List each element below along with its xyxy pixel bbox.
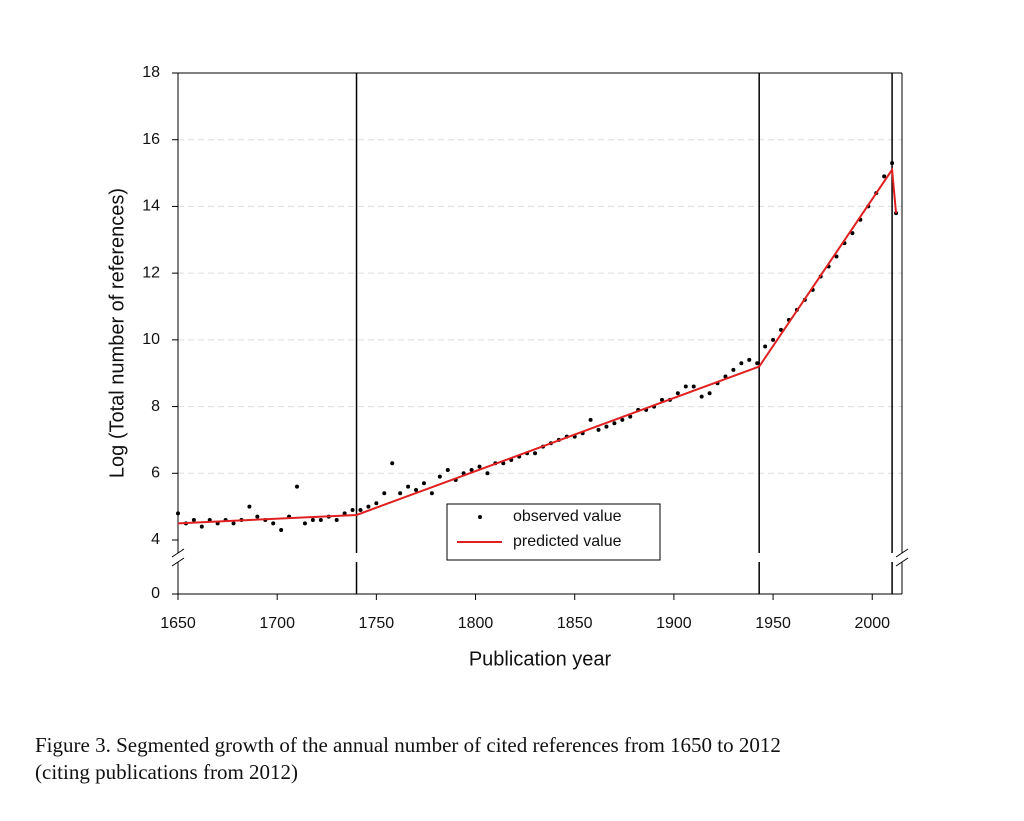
observed-point xyxy=(628,414,633,419)
caption-line: Figure 3. Segmented growth of the annual… xyxy=(35,733,781,757)
observed-point xyxy=(271,521,276,526)
y-tick-label: 4 xyxy=(151,531,160,548)
observed-point xyxy=(358,507,363,512)
observed-point xyxy=(850,231,855,236)
x-axis-label: Publication year xyxy=(469,648,612,670)
observed-point xyxy=(763,344,768,349)
observed-point xyxy=(414,487,419,492)
observed-point xyxy=(176,511,180,516)
observed-point xyxy=(445,467,450,472)
y-tick-label: 18 xyxy=(142,64,160,81)
observed-point xyxy=(659,397,664,402)
observed-point xyxy=(469,467,474,472)
observed-point xyxy=(588,417,593,422)
legend-label: predicted value xyxy=(513,533,622,550)
observed-point xyxy=(890,161,895,166)
observed-point xyxy=(596,427,601,432)
observed-point xyxy=(612,421,617,426)
observed-point xyxy=(779,327,784,332)
observed-point xyxy=(390,461,395,466)
observed-point xyxy=(406,484,411,489)
observed-point xyxy=(310,517,315,522)
observed-point xyxy=(485,471,490,476)
y-tick-label: 14 xyxy=(142,198,160,215)
x-tick-label: 1700 xyxy=(259,615,295,632)
observed-point xyxy=(421,481,426,486)
observed-point xyxy=(755,361,760,366)
observed-point xyxy=(739,361,744,366)
observed-point xyxy=(747,357,752,362)
observed-point xyxy=(620,417,625,422)
observed-point xyxy=(604,424,609,429)
observed-point xyxy=(191,517,196,522)
x-tick-label: 1650 xyxy=(160,615,196,632)
observed-point xyxy=(398,491,403,496)
y-tick-label: 6 xyxy=(151,465,160,482)
legend-box xyxy=(446,503,661,561)
legend-symbol xyxy=(478,515,482,519)
observed-point xyxy=(374,501,379,506)
observed-point xyxy=(429,491,434,496)
observed-point xyxy=(834,254,839,259)
observed-point xyxy=(675,391,680,396)
observed-point xyxy=(302,521,307,526)
observed-point xyxy=(691,384,696,389)
observed-point xyxy=(350,507,355,512)
predicted-line xyxy=(177,166,898,525)
observed-point xyxy=(533,451,538,456)
observed-point xyxy=(295,484,300,489)
observed-point xyxy=(771,337,776,342)
observed-point xyxy=(231,521,236,526)
observed-point xyxy=(342,511,347,516)
legend-label: observed value xyxy=(513,508,622,525)
axis-break-mark xyxy=(895,548,909,558)
y-tick-label: 12 xyxy=(142,264,160,281)
y-axis-label: Log (Total number of references) xyxy=(106,188,128,478)
observed-point xyxy=(731,367,736,372)
x-tick-label: 1750 xyxy=(359,615,395,632)
x-tick-label: 2000 xyxy=(854,615,890,632)
observed-point xyxy=(279,527,284,532)
observed-point xyxy=(683,384,688,389)
observed-point xyxy=(477,464,482,469)
observed-point xyxy=(366,504,371,509)
x-tick-label: 1850 xyxy=(557,615,593,632)
observed-point xyxy=(255,514,260,519)
caption-line: (citing publications from 2012) xyxy=(35,760,298,784)
observed-point xyxy=(334,517,339,522)
x-tick-label: 1900 xyxy=(656,615,692,632)
observed-point xyxy=(199,524,204,529)
observed-point xyxy=(699,394,704,399)
observed-point xyxy=(437,474,442,479)
y-tick-label: 16 xyxy=(142,131,160,148)
axis-break-mark xyxy=(895,557,909,567)
observed-point xyxy=(707,391,712,396)
observed-point xyxy=(882,174,887,179)
y-tick-label: 8 xyxy=(151,398,160,415)
x-tick-label: 1950 xyxy=(755,615,791,632)
axis-break-mark xyxy=(171,548,185,558)
observed-point xyxy=(382,491,387,496)
x-tick-label: 1800 xyxy=(458,615,494,632)
observed-point xyxy=(318,517,323,522)
axis-break-mark xyxy=(171,557,185,567)
observed-point xyxy=(247,504,252,509)
y-tick-label: 0 xyxy=(151,585,160,602)
y-tick-label: 10 xyxy=(142,331,160,348)
